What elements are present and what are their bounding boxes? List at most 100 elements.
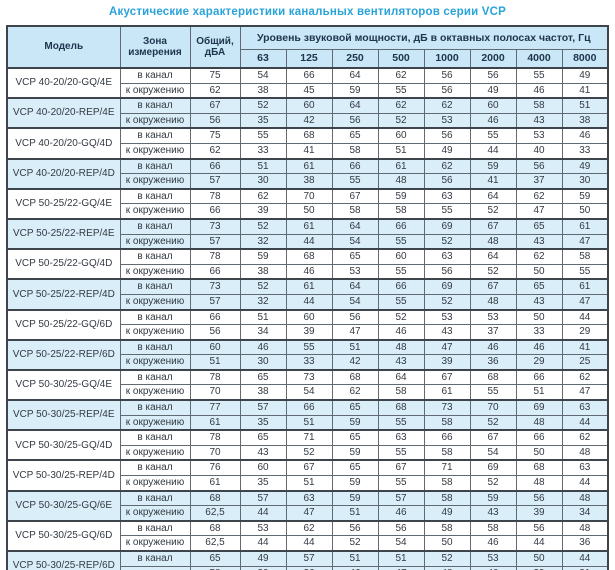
zone-cell-environment: к окружению: [119, 535, 191, 552]
band-value-cell: 68: [469, 368, 517, 386]
zone-cell-environment: к окружению: [119, 444, 191, 461]
total-dba-cell: 57: [189, 233, 241, 250]
band-value-cell: 62: [515, 187, 563, 205]
total-dba-cell: 57: [189, 293, 241, 311]
total-dba-cell: 70: [189, 384, 241, 401]
band-value-cell: 55: [377, 82, 425, 99]
table-header: Модель Зона измерения Общий, дБА Уровень…: [6, 25, 609, 69]
band-value-cell: 64: [331, 278, 379, 295]
band-value-cell: 39: [285, 324, 333, 341]
band-value-cell: 66: [515, 368, 563, 386]
band-value-cell: 53: [469, 549, 517, 567]
zone-cell-duct: в канал: [119, 399, 191, 416]
band-value-cell: 43: [377, 354, 425, 371]
total-dba-cell: 65: [189, 549, 241, 567]
total-dba-cell: 70: [189, 444, 241, 461]
header-octave-bands: Уровень звуковой мощности, дБ в октавных…: [239, 25, 609, 50]
band-value-cell: 52: [469, 203, 517, 220]
band-value-cell: 54: [239, 66, 287, 84]
band-value-cell: 32: [239, 233, 287, 250]
band-value-cell: 64: [469, 248, 517, 265]
band-value-cell: 60: [239, 459, 287, 477]
band-value-cell: 56: [423, 66, 471, 84]
band-value-cell: 59: [331, 444, 379, 461]
table-row-duct: VCP 50-30/25-GQ/4D в канал 78 65 71 65 63 66 67 6…: [6, 429, 609, 461]
model-cell: VCP 50-30/25-REP/4D: [6, 459, 121, 492]
zone-cell-environment: к окружению: [119, 173, 191, 190]
band-value-cell: 69: [515, 399, 563, 416]
zone-cell-duct: в канал: [119, 66, 191, 84]
band-value-cell: 41: [561, 338, 609, 356]
band-value-cell: 66: [423, 429, 471, 446]
band-value-cell: 39: [515, 505, 563, 522]
band-value-cell: 56: [469, 66, 517, 84]
band-value-cell: 48: [561, 519, 609, 537]
band-value-cell: 40: [469, 565, 517, 570]
band-value-cell: 58: [331, 203, 379, 220]
table-row-duct: VCP 50-25/22-GQ/6D в канал 66 51 60 56 52 53 53 5…: [6, 308, 609, 341]
total-dba-cell: 62,5: [189, 535, 241, 552]
header-model: Модель: [6, 25, 121, 69]
band-value-cell: 44: [561, 308, 609, 326]
band-value-cell: 48: [515, 475, 563, 492]
model-cell: VCP 50-25/22-GQ/4E: [6, 187, 121, 220]
model-cell: VCP 50-25/22-GQ/4D: [6, 248, 121, 280]
band-value-cell: 67: [469, 278, 517, 295]
band-value-cell: 51: [285, 475, 333, 492]
band-value-cell: 71: [285, 429, 333, 446]
model-cell: VCP 50-30/25-GQ/6E: [6, 489, 121, 522]
band-value-cell: 68: [377, 399, 425, 416]
total-dba-cell: 60: [189, 338, 241, 356]
band-value-cell: 37: [469, 324, 517, 341]
zone-cell-duct: в канал: [119, 187, 191, 205]
table-row-environment: к окружению 57 32 44 54 55 52 48 43 47: [7, 233, 609, 250]
band-value-cell: 64: [331, 217, 379, 235]
band-value-cell: 62: [377, 97, 425, 114]
band-value-cell: 70: [285, 187, 333, 205]
band-value-cell: 33: [561, 142, 609, 160]
band-value-cell: 59: [331, 414, 379, 431]
band-value-cell: 51: [239, 157, 287, 175]
band-value-cell: 53: [239, 519, 287, 537]
band-value-cell: 66: [285, 66, 333, 84]
band-value-cell: 50: [515, 308, 563, 326]
total-dba-cell: 62,5: [189, 505, 241, 522]
band-value-cell: 49: [423, 142, 471, 160]
band-value-cell: 38: [561, 112, 609, 129]
band-value-cell: 65: [331, 459, 379, 477]
total-dba-cell: 66: [189, 203, 241, 220]
band-value-cell: 63: [423, 248, 471, 265]
band-value-cell: 69: [423, 278, 471, 295]
band-value-cell: 65: [239, 429, 287, 446]
band-value-cell: 59: [469, 489, 517, 507]
band-value-cell: 67: [469, 217, 517, 235]
band-value-cell: 41: [469, 173, 517, 190]
table-row-duct: VCP 40-20/20-REP/4D в канал 66 51 61 66 61 62 59…: [6, 157, 609, 190]
band-value-cell: 51: [561, 97, 609, 114]
band-value-cell: 63: [377, 429, 425, 446]
band-value-cell: 56: [331, 112, 379, 129]
band-value-cell: 49: [561, 157, 609, 175]
band-value-cell: 52: [423, 293, 471, 311]
band-value-cell: 51: [331, 338, 379, 356]
band-value-cell: 63: [561, 399, 609, 416]
band-value-cell: 30: [239, 173, 287, 190]
total-dba-cell: 61: [189, 414, 241, 431]
zone-cell-duct: в канал: [119, 429, 191, 446]
band-value-cell: 35: [239, 112, 287, 129]
table-row-environment: к окружению 51 30 33 42 43 39 36 29 25: [7, 354, 609, 371]
band-value-cell: 29: [515, 354, 563, 371]
band-value-cell: 36: [561, 535, 609, 552]
band-value-cell: 55: [377, 444, 425, 461]
zone-cell-environment: к окружению: [119, 142, 191, 160]
total-dba-cell: 66: [189, 157, 241, 175]
band-value-cell: 51: [331, 505, 379, 522]
band-value-cell: 59: [331, 489, 379, 507]
band-value-cell: 60: [285, 308, 333, 326]
band-value-cell: 54: [285, 384, 333, 401]
zone-cell-duct: в канал: [119, 519, 191, 537]
model-cell: VCP 50-25/22-REP/4E: [6, 217, 121, 250]
table-row-duct: VCP 50-30/25-GQ/4E в канал 78 65 73 68 64 67 68 6…: [6, 368, 609, 401]
band-value-cell: 47: [561, 233, 609, 250]
band-value-cell: 69: [469, 459, 517, 477]
